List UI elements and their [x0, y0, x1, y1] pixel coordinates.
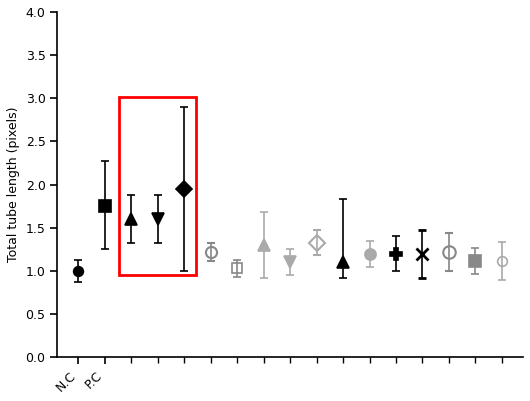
Bar [119, 97, 196, 275]
Y-axis label: Total tube length (pixels): Total tube length (pixels) [7, 107, 20, 262]
